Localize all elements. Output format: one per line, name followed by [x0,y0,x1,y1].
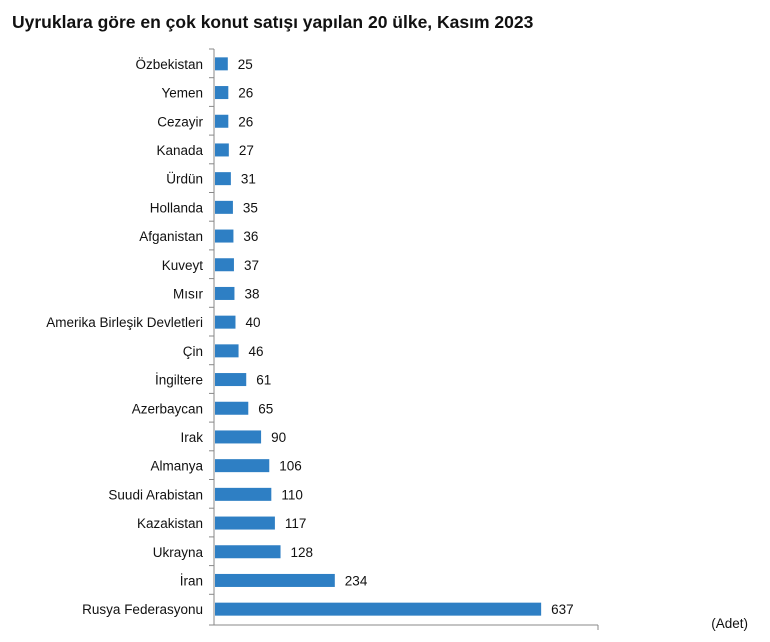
category-label: Çin [183,344,203,359]
category-label: Almanya [150,459,203,474]
bar [215,545,281,559]
data-label: 35 [243,200,258,215]
data-label: 65 [258,401,273,416]
bar [215,573,335,587]
category-label: Kuveyt [162,258,204,273]
category-label: Mısır [173,286,203,301]
category-label: Hollanda [150,200,204,215]
data-label: 40 [245,315,260,330]
bar [215,172,231,186]
category-label: Rusya Federasyonu [82,602,203,617]
bar [215,516,275,530]
bar [215,86,229,100]
bar [215,143,229,157]
bar [215,602,542,616]
bar [215,344,239,358]
data-label: 36 [243,229,258,244]
bar [215,286,235,300]
category-label: Yemen [161,86,203,101]
data-label: 38 [244,286,259,301]
bar [215,200,233,214]
unit-label: (Adet) [711,616,748,631]
bar [215,258,234,272]
category-label: İngiltere [155,373,203,388]
data-label: 37 [244,258,259,273]
bar [215,229,234,243]
category-label: Irak [180,430,203,445]
data-label: 26 [238,86,253,101]
category-label: İran [180,573,203,588]
data-label: 128 [291,545,314,560]
data-label: 46 [249,344,264,359]
data-label: 26 [238,114,253,129]
bar [215,487,272,501]
category-label: Azerbaycan [132,401,203,416]
data-label: 106 [279,459,302,474]
bar [215,430,262,444]
data-label: 25 [238,57,253,72]
bar [215,315,236,329]
category-label: Özbekistan [135,57,203,72]
bar [215,373,247,387]
category-label: Kazakistan [137,516,203,531]
category-label: Kanada [156,143,203,158]
bar [215,57,228,71]
category-label: Cezayir [157,114,203,129]
category-label: Amerika Birleşik Devletleri [46,315,203,330]
data-label: 31 [241,172,256,187]
bar [215,401,249,415]
bar [215,114,229,128]
data-label: 637 [551,602,574,617]
category-label: Ukrayna [153,545,204,560]
data-label: 27 [239,143,254,158]
data-label: 90 [271,430,286,445]
data-label: 117 [285,516,307,531]
chart-title: Uyruklara göre en çok konut satışı yapıl… [12,12,534,32]
data-label: 110 [281,487,303,502]
category-label: Suudi Arabistan [108,487,203,502]
category-label: Ürdün [166,172,203,187]
data-label: 234 [345,573,368,588]
category-label: Afganistan [139,229,203,244]
bar [215,459,270,473]
data-label: 61 [256,373,271,388]
